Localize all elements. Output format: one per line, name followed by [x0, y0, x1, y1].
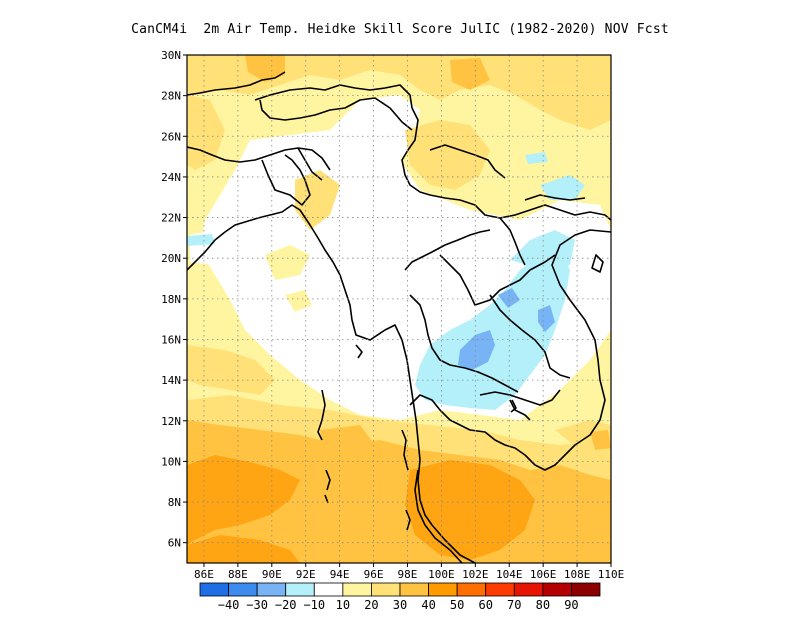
- lat-tick-label: 8N: [168, 496, 181, 509]
- latitude-axis: 6N 8N 10N 12N 14N 16N 18N 20N 22N 24N 26N 28N 30N: [161, 49, 187, 550]
- lat-tick-label: 10N: [161, 455, 181, 468]
- chart-title: CanCM4i 2m Air Temp. Heidke Skill Score …: [131, 22, 669, 37]
- region-neg20-laos: [498, 288, 520, 308]
- region-20-30-ne: [405, 120, 490, 190]
- region-30-40-north: [245, 55, 285, 82]
- lon-tick-label: 100E: [428, 568, 455, 581]
- lon-tick-label: 102E: [462, 568, 489, 581]
- colorbar-label: 70: [507, 598, 521, 612]
- region-neg10-ne: [540, 175, 585, 200]
- colorbar-swatch: [399, 582, 429, 597]
- lon-tick-label: 90E: [262, 568, 282, 581]
- region-40-50-bay: [187, 455, 300, 545]
- lat-tick-label: 26N: [161, 130, 181, 143]
- lat-tick-label: 16N: [161, 333, 181, 346]
- region-10-20-patch-c: [212, 312, 232, 328]
- lon-tick-label: 86E: [194, 568, 214, 581]
- colorbar: −40 −30 −20 −10 10 20 30 40 50 60 70 80 90: [199, 582, 601, 612]
- region-30-40-andaman: [320, 425, 375, 460]
- shaded-field: [187, 55, 611, 563]
- colorbar-swatch: [456, 582, 487, 597]
- colorbar-swatch: [256, 582, 287, 597]
- longitude-axis: 86E 88E 90E 92E 94E 96E 98E 100E 102E 104E 106E 108…: [194, 563, 624, 581]
- region-30-40-north-b: [450, 58, 490, 90]
- colorbar-label: 30: [393, 598, 407, 612]
- colorbar-label: 80: [536, 598, 550, 612]
- colorbar-swatch: [285, 582, 315, 597]
- lon-tick-label: 94E: [330, 568, 350, 581]
- lat-tick-label: 24N: [161, 171, 181, 184]
- colorbar-swatch: [199, 582, 229, 597]
- lat-tick-label: 30N: [161, 49, 181, 62]
- region-20-30-north: [187, 55, 611, 130]
- colorbar-swatch: [542, 582, 572, 597]
- colorbar-label: 60: [478, 598, 492, 612]
- lat-tick-label: 12N: [161, 415, 181, 428]
- lat-tick-label: 20N: [161, 252, 181, 265]
- lat-tick-label: 6N: [168, 537, 181, 550]
- colorbar-label: 40: [421, 598, 435, 612]
- region-20-30-mid: [187, 345, 275, 395]
- region-neg10-west: [187, 234, 215, 246]
- lat-tick-label: 18N: [161, 293, 181, 306]
- lat-tick-label: 14N: [161, 374, 181, 387]
- colorbar-swatch: [485, 582, 515, 597]
- lat-tick-label: 28N: [161, 90, 181, 103]
- plot-frame: [186, 54, 612, 564]
- colorbar-label: −10: [303, 598, 325, 612]
- colorbar-swatch: [342, 582, 372, 597]
- colorbar-swatch: [228, 582, 258, 597]
- region-30-40-east: [590, 430, 611, 450]
- colorbar-label: 50: [450, 598, 464, 612]
- lon-tick-label: 110E: [598, 568, 625, 581]
- region-neg20-east: [538, 305, 555, 332]
- region-10-20-patch: [265, 245, 310, 280]
- lon-tick-label: 106E: [530, 568, 557, 581]
- colorbar-swatch: [313, 582, 344, 597]
- lon-tick-label: 88E: [228, 568, 248, 581]
- lon-tick-label: 108E: [564, 568, 591, 581]
- lon-tick-label: 104E: [496, 568, 523, 581]
- region-20-30-nw: [187, 95, 225, 170]
- lon-tick-label: 96E: [364, 568, 384, 581]
- colorbar-label: 90: [564, 598, 578, 612]
- colorbar-label: −40: [218, 598, 240, 612]
- lon-tick-label: 92E: [296, 568, 316, 581]
- lon-tick-label: 98E: [398, 568, 418, 581]
- colorbar-swatch: [428, 582, 458, 597]
- region-neg10-thailand: [415, 250, 570, 410]
- colorbar-label: −20: [275, 598, 297, 612]
- region-neg10-vn: [525, 152, 548, 164]
- region-40-50-gulf: [405, 460, 535, 560]
- colorbar-label: −30: [246, 598, 268, 612]
- colorbar-swatch: [513, 582, 544, 597]
- region-10-20-patch-b: [285, 290, 312, 312]
- colorbar-swatch: [371, 582, 401, 597]
- colorbar-label: 20: [364, 598, 378, 612]
- region-neg20-thailand: [458, 330, 495, 370]
- colorbar-swatch: [571, 582, 601, 597]
- region-neg10-laos: [510, 230, 575, 270]
- colorbar-label: 10: [336, 598, 350, 612]
- lat-lon-grid: [187, 55, 611, 563]
- lat-tick-label: 22N: [161, 212, 181, 225]
- region-neg10-cambodia: [450, 370, 500, 405]
